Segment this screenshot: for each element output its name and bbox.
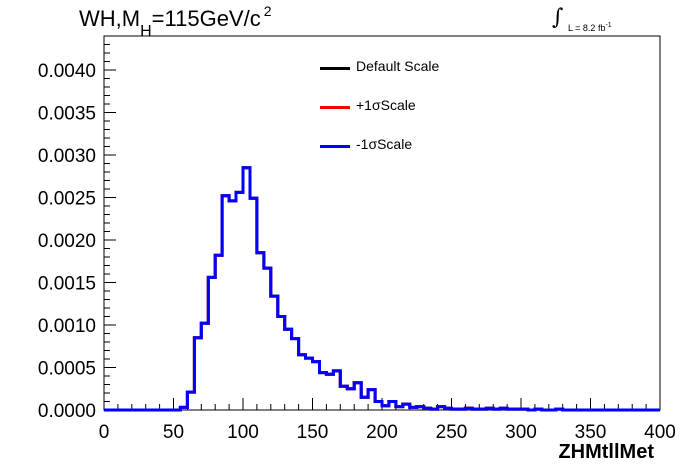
x-tick-label: 50 xyxy=(163,422,184,443)
y-tick-label: 0.0020 xyxy=(38,231,96,252)
legend-item-minus: -1σScale xyxy=(316,134,516,173)
x-axis-label: ZHMtllMet xyxy=(558,441,654,463)
luminosity-superscript: -1 xyxy=(605,22,612,29)
y-tick-label: 0.0025 xyxy=(38,189,96,210)
y-tick-label: 0.0005 xyxy=(38,359,96,380)
legend-label-plus: +1σScale xyxy=(356,97,416,113)
y-tick-label: 0.0010 xyxy=(38,316,96,337)
legend-item-default: Default Scale xyxy=(316,56,516,95)
y-tick-label: 0.0015 xyxy=(38,274,96,295)
y-axis: 0.0000 0.0005 0.0010 0.0015 0.0020 0.0025 0.00… xyxy=(38,35,116,422)
series-layer xyxy=(104,166,660,412)
legend-label-minus: -1σScale xyxy=(356,136,413,152)
chart-title: WH,MH=115GeV/c 2 xyxy=(79,3,272,40)
legend-item-plus: +1σScale xyxy=(316,95,516,134)
title-subscript: H xyxy=(140,23,152,40)
series-default-scale xyxy=(104,166,660,412)
y-tick-label: 0.0035 xyxy=(38,104,96,125)
integral-symbol: ∫ xyxy=(552,5,564,30)
x-tick-label: 200 xyxy=(366,422,398,443)
legend-line-minus xyxy=(320,145,350,148)
x-tick-label: 150 xyxy=(297,422,329,443)
legend: Default Scale +1σScale -1σScale xyxy=(316,56,516,173)
luminosity-text: L = 8.2 fb xyxy=(568,23,606,33)
x-tick-label: 300 xyxy=(505,422,537,443)
x-tick-label: 250 xyxy=(436,422,468,443)
y-tick-label: 0.0000 xyxy=(38,401,96,422)
legend-line-plus xyxy=(320,106,350,109)
legend-label-default: Default Scale xyxy=(356,58,440,74)
x-axis: 0 50 100 150 200 250 300 350 400 xyxy=(99,398,676,443)
x-tick-label: 100 xyxy=(227,422,259,443)
title-superscript: 2 xyxy=(263,3,272,19)
title-prefix: WH,M xyxy=(79,6,141,31)
legend-line-default xyxy=(320,67,350,70)
y-tick-label: 0.0040 xyxy=(38,61,96,82)
y-tick-label: 0.0030 xyxy=(38,146,96,167)
series-plus-1sigma-scale xyxy=(104,166,660,412)
series-minus-1sigma-scale xyxy=(104,166,660,412)
x-tick-label: 350 xyxy=(575,422,607,443)
title-suffix: =115GeV/c xyxy=(151,6,261,31)
x-tick-label: 400 xyxy=(644,422,676,443)
x-tick-label: 0 xyxy=(99,422,110,443)
